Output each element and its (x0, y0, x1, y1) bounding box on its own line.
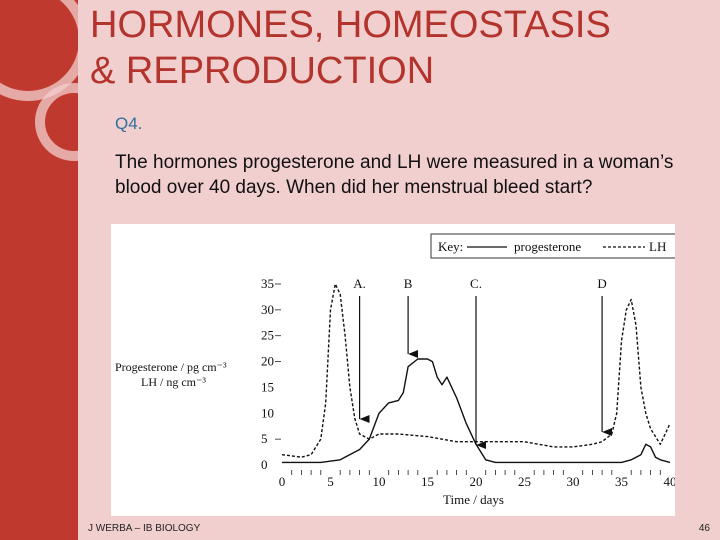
x-tick-label: 0 (279, 474, 286, 489)
chart-key-label: Key: (438, 239, 463, 254)
slide-title: HORMONES, HOMEOSTASIS & REPRODUCTION (90, 2, 710, 94)
hormone-chart-svg: Key: progesterone LH Progesterone / pg c… (115, 233, 675, 507)
deco-circle-lower (35, 83, 113, 161)
slide-title-line2: & REPRODUCTION (90, 50, 435, 92)
x-tick-label: 10 (373, 474, 386, 489)
arrow-label: C. (470, 276, 482, 291)
chart-key-progesterone-label: progesterone (514, 239, 581, 254)
page-number: 46 (698, 523, 710, 534)
arrow-label: A. (353, 276, 366, 291)
chart-xlabel: Time / days (443, 492, 504, 507)
deco-circle-upper (0, 0, 89, 101)
x-tick-label: 15 (421, 474, 434, 489)
x-tick-label: 40 (664, 474, 676, 489)
question-text: The hormones progesterone and LH were me… (115, 152, 674, 198)
x-tick-label: 5 (327, 474, 334, 489)
x-tick-label: 35 (615, 474, 628, 489)
y-tick-label: 20 (261, 354, 274, 369)
y-tick-label: 35 (261, 276, 274, 291)
chart-axes: 0 5 10 15 20 25 30 35 40 0 5 10 15 20 25 30 35 (261, 276, 675, 489)
chart-key-box (430, 233, 675, 259)
decorative-circles (0, 0, 113, 161)
footer-credit: J WERBA – IB BIOLOGY (88, 523, 201, 534)
x-tick-label: 25 (518, 474, 531, 489)
chart-ylabel-line1: Progesterone / pg cm⁻³ (115, 360, 227, 374)
chart-ylabel-line2: LH / ng cm⁻³ (141, 375, 206, 389)
y-tick-label: 5 (261, 431, 268, 446)
x-tick-label: 30 (567, 474, 580, 489)
chart-key-lh-label: LH (649, 239, 666, 254)
slide-title-line1: HORMONES, HOMEOSTASIS (90, 4, 611, 46)
hormone-chart: Key: progesterone LH Progesterone / pg c… (111, 224, 675, 516)
x-tick-label: 20 (470, 474, 483, 489)
y-tick-label: 10 (261, 405, 274, 420)
y-tick-label: 30 (261, 302, 274, 317)
question-label: Q4. (115, 114, 143, 133)
y-tick-label: 15 (261, 379, 274, 394)
chart-arrows: A. B C. D (353, 276, 613, 449)
y-tick-label: 25 (261, 328, 274, 343)
y-tick-label: 0 (261, 457, 268, 472)
arrow-label: D (597, 276, 606, 291)
series-line-progesterone (282, 358, 671, 464)
arrow-label: B (404, 276, 413, 291)
